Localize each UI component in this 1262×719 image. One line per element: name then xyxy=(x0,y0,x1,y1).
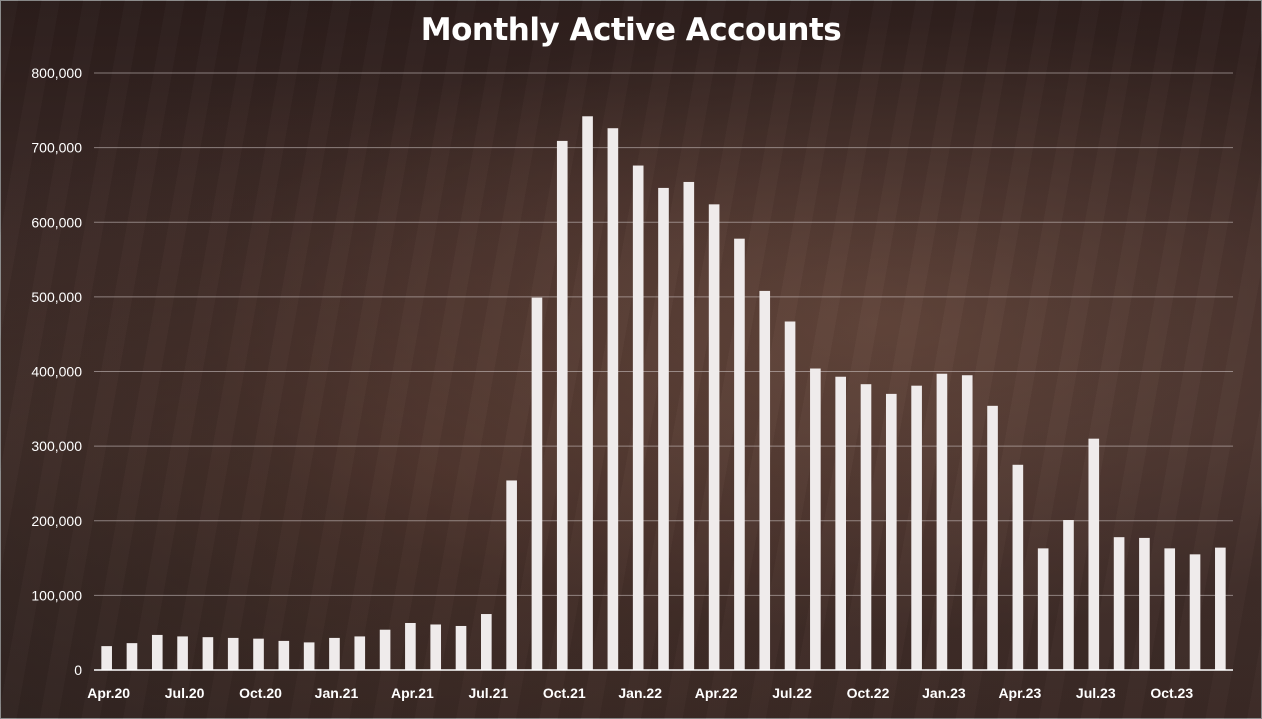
x-tick-label: Oct.23 xyxy=(1150,685,1193,701)
bar xyxy=(734,238,745,671)
bar xyxy=(303,642,315,670)
x-tick-label: Apr.22 xyxy=(695,685,738,701)
bar xyxy=(810,368,821,670)
bars xyxy=(101,116,1226,671)
bar xyxy=(885,393,897,670)
bar xyxy=(835,376,846,670)
bar xyxy=(708,204,720,670)
y-tick-label: 600,000 xyxy=(31,214,82,230)
bar xyxy=(506,480,517,670)
bar xyxy=(683,181,695,670)
chart-title: Monthly Active Accounts xyxy=(420,12,842,48)
x-tick-label: Oct.20 xyxy=(239,685,282,701)
bar xyxy=(582,116,593,671)
bar xyxy=(987,405,998,670)
x-tick-label: Apr.23 xyxy=(998,685,1041,701)
bar xyxy=(151,634,163,670)
y-axis-ticks: 0 100,000 200,000 300,000 400,000 500,000 600,… xyxy=(31,65,82,678)
x-tick-label: Jan.23 xyxy=(922,685,966,701)
bar xyxy=(531,297,543,670)
x-axis-ticks: Apr.20 Jul.20 Oct.20 Jan.21 Apr.21 Jul.21 Oct.… xyxy=(87,685,1193,701)
bar xyxy=(430,624,442,670)
bar xyxy=(1012,464,1024,670)
y-tick-label: 0 xyxy=(74,662,82,678)
x-tick-label: Apr.21 xyxy=(391,685,434,701)
bar xyxy=(784,321,796,670)
bar xyxy=(936,373,948,670)
bar xyxy=(1189,554,1201,670)
bar xyxy=(278,640,290,670)
bar xyxy=(556,140,568,670)
y-tick-label: 800,000 xyxy=(31,65,82,81)
bar xyxy=(911,385,922,670)
x-tick-label: Apr.20 xyxy=(87,685,130,701)
y-tick-label: 100,000 xyxy=(31,587,82,603)
bar xyxy=(329,637,340,670)
bar xyxy=(860,384,872,670)
bar xyxy=(1037,548,1049,670)
x-tick-label: Oct.21 xyxy=(543,685,586,701)
bar xyxy=(1063,520,1074,670)
x-tick-label: Oct.22 xyxy=(847,685,890,701)
bar xyxy=(1088,438,1100,670)
bar xyxy=(379,629,391,670)
x-tick-label: Jul.23 xyxy=(1076,685,1116,701)
bar xyxy=(455,625,467,670)
bar xyxy=(759,290,771,670)
bar xyxy=(177,636,188,670)
bar xyxy=(253,638,264,670)
x-tick-label: Jan.21 xyxy=(315,685,359,701)
bar xyxy=(658,187,669,671)
bar xyxy=(961,375,973,670)
x-tick-label: Jul.22 xyxy=(772,685,812,701)
y-tick-label: 500,000 xyxy=(31,289,82,305)
y-tick-label: 200,000 xyxy=(31,513,82,529)
bar xyxy=(126,643,138,670)
bar xyxy=(354,636,366,670)
y-tick-label: 300,000 xyxy=(31,438,82,454)
y-tick-label: 700,000 xyxy=(31,140,82,156)
x-tick-label: Jul.21 xyxy=(468,685,508,701)
bar xyxy=(1215,547,1226,670)
x-tick-label: Jul.20 xyxy=(165,685,205,701)
y-tick-label: 400,000 xyxy=(31,364,82,380)
bar xyxy=(1164,548,1176,670)
bar xyxy=(1113,537,1125,670)
bar xyxy=(1139,537,1150,670)
bar xyxy=(202,637,214,670)
bar xyxy=(101,646,112,670)
bar xyxy=(607,128,619,670)
bar xyxy=(227,637,239,670)
bar xyxy=(405,622,416,670)
bar xyxy=(481,614,492,670)
bar xyxy=(632,165,644,670)
x-tick-label: Jan.22 xyxy=(618,685,662,701)
